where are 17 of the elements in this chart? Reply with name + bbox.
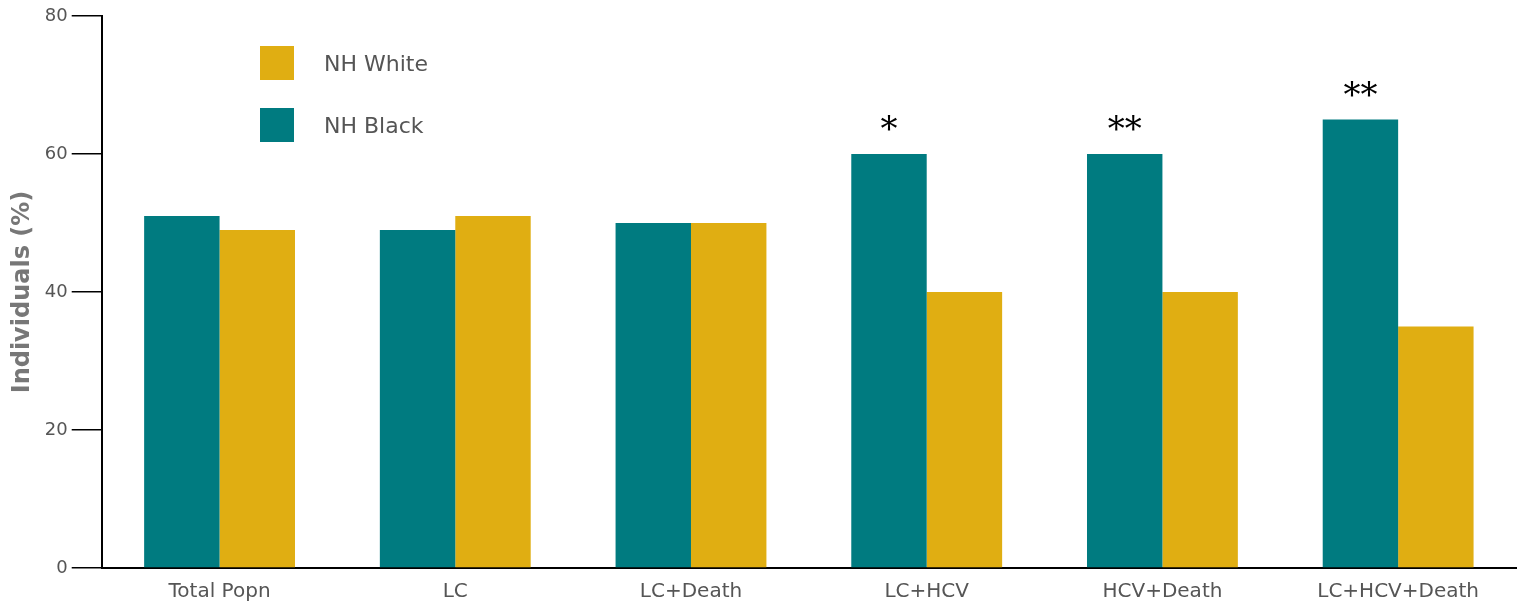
x-tick-label: HCV+Death: [1102, 578, 1223, 603]
annotation: **: [1107, 108, 1142, 148]
x-tick-label: LC: [442, 578, 468, 603]
y-tick-label: 20: [44, 417, 68, 439]
y-tick-label: 40: [44, 279, 68, 301]
y-tick-label: 0: [56, 555, 68, 577]
y-tick-label: 80: [44, 3, 68, 25]
annotation: *: [880, 108, 898, 148]
legend-label: NH Black: [324, 112, 424, 138]
x-tick-label: LC+HCV: [884, 578, 970, 603]
y-tick-label: 60: [44, 141, 68, 163]
x-tick-label: Total Popn: [167, 578, 271, 603]
annotation: **: [1343, 73, 1378, 114]
legend-label: NH White: [324, 50, 428, 76]
y-axis-title: Individuals (%): [6, 190, 35, 394]
x-tick-label: LC+HCV+Death: [1317, 578, 1480, 603]
x-tick-label: LC+Death: [639, 578, 743, 603]
